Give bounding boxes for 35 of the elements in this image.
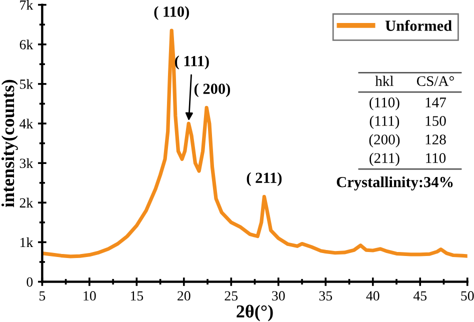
x-tick-label: 30: [272, 291, 285, 301]
x-tick-label: 25: [224, 291, 238, 301]
y-tick-label: 3k: [20, 158, 34, 168]
annotation: (211): [370, 152, 400, 166]
y-tick-label: 2k: [20, 198, 34, 208]
x-tick-label: 20: [178, 291, 190, 301]
annotation: (110): [370, 97, 400, 110]
x-axis-title: 2θ(°): [236, 304, 273, 322]
x-tick-label: 15: [130, 291, 144, 301]
x-tick-label: 45: [413, 291, 427, 301]
y-tick-label: 1k: [20, 237, 34, 248]
y-tick-label: 0: [26, 277, 33, 287]
annotation: (200): [369, 134, 400, 148]
x-tick-label: 10: [84, 291, 96, 301]
annotation: 150: [426, 116, 446, 126]
annotation: ( 211): [246, 172, 282, 186]
annotation: ( 200): [194, 83, 230, 98]
x-tick-label: 40: [366, 291, 380, 301]
annotation: CS/A°: [416, 76, 454, 86]
x-tick-label: 35: [319, 291, 332, 301]
y-tick-label: 5k: [20, 79, 34, 89]
legend-label: Unformed: [385, 20, 452, 31]
x-tick-label: 50: [461, 291, 474, 301]
y-axis-title: intensity(counts): [1, 80, 18, 208]
annotation: 110: [426, 153, 446, 163]
y-tick-label: 6k: [20, 40, 34, 50]
annotation: 147: [426, 98, 446, 108]
annotation: 128: [426, 134, 446, 144]
annotation: (111): [370, 116, 400, 129]
annotation: hkl: [375, 76, 394, 86]
y-tick-label: 7k: [20, 0, 34, 10]
y-tick-label: 4k: [20, 118, 34, 128]
annotation: ( 110): [154, 6, 189, 20]
x-tick-label: 5: [40, 291, 46, 301]
annotation: Crystallinity:34%: [336, 176, 453, 190]
